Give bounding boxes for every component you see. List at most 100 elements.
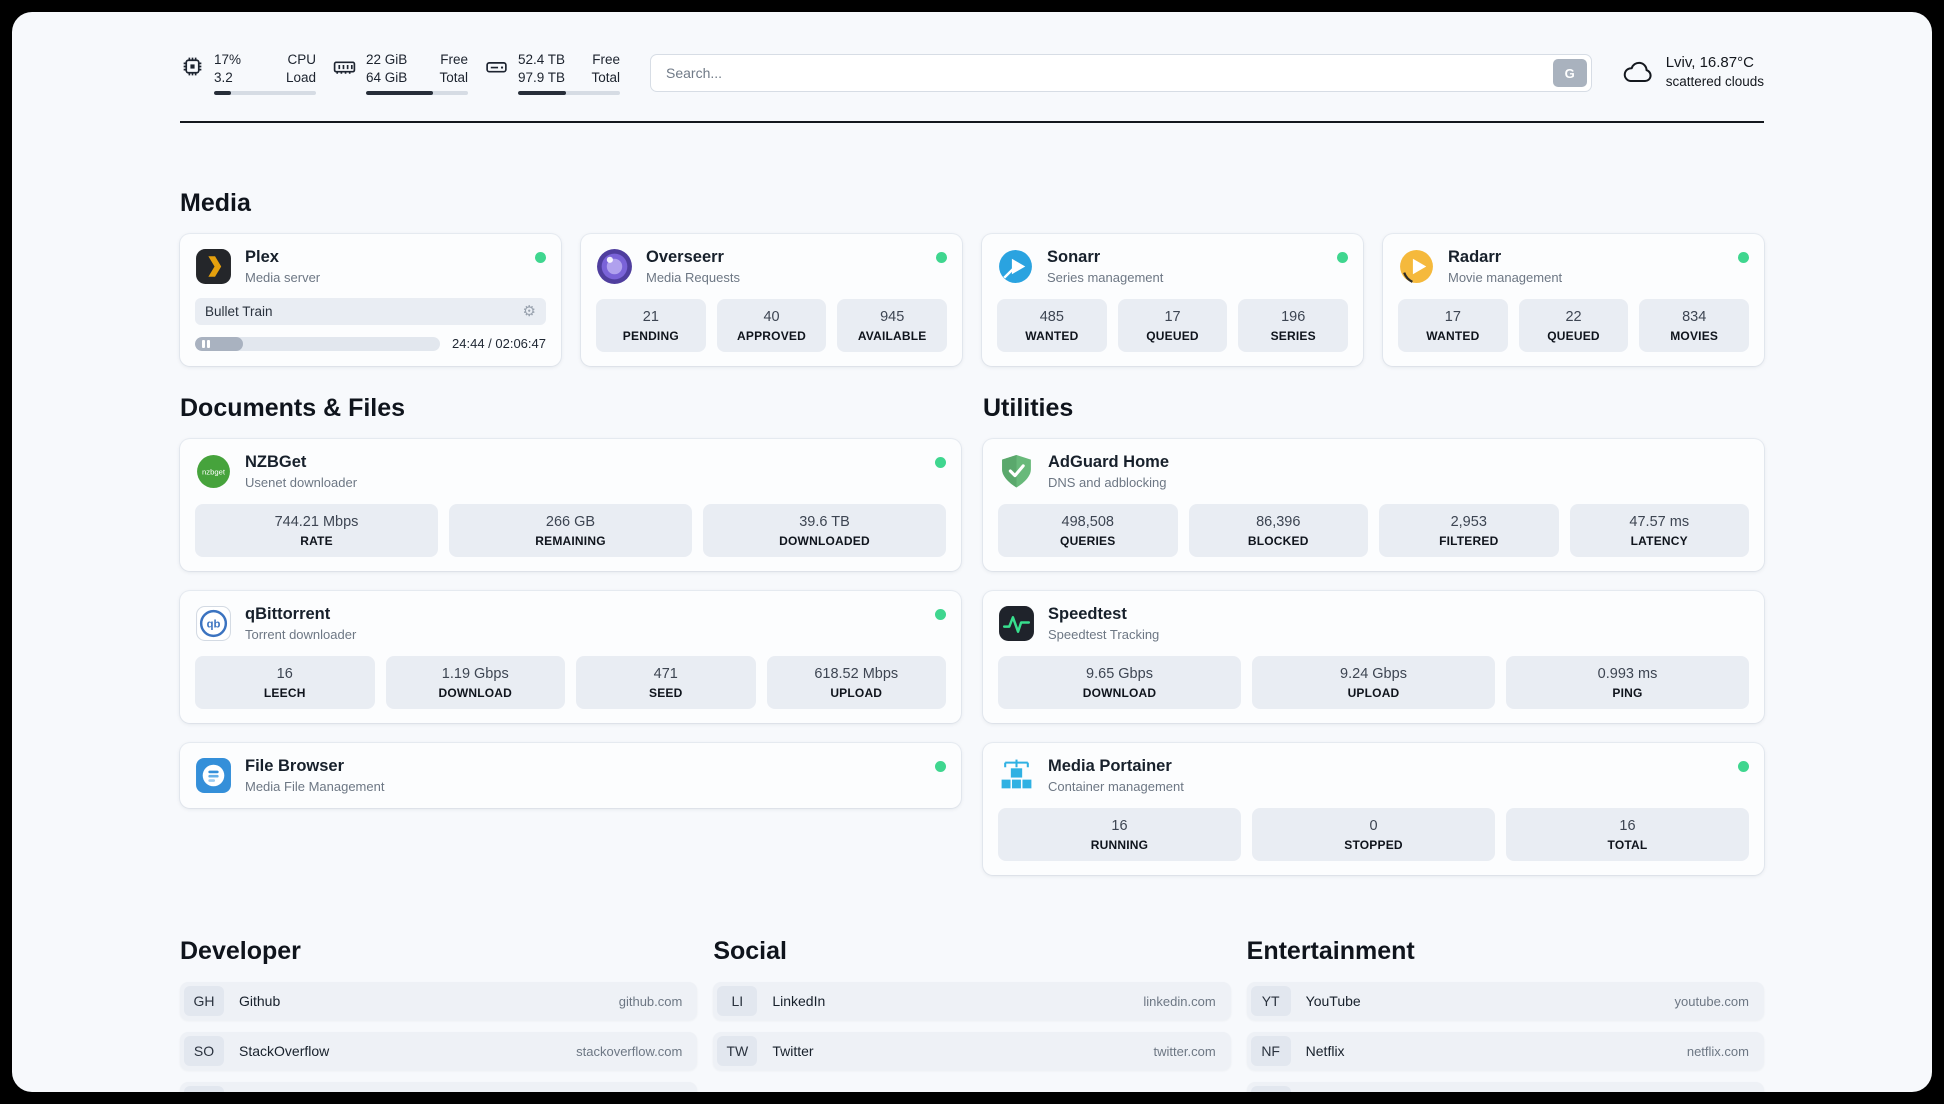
adguard-shield-icon	[1002, 455, 1031, 488]
sonarr-card[interactable]: Sonarr Series management 485 WANTED 17 Q…	[982, 234, 1363, 366]
ram-value: 22 GiB	[366, 52, 408, 67]
weather-condition: scattered clouds	[1665, 74, 1764, 89]
stat-blocked: 86,396 BLOCKED	[1188, 504, 1368, 557]
plex-card[interactable]: Plex Media server Bullet Train ⚙ 24:44 /…	[180, 234, 561, 366]
filebrowser-card[interactable]: File Browser Media File Management	[180, 743, 961, 808]
stat-total: 16 TOTAL	[1506, 808, 1749, 861]
stat-queued: 22 QUEUED	[1518, 299, 1629, 352]
stat-leech: 16 LEECH	[195, 656, 375, 709]
cpu-label-bottom: Load	[285, 70, 316, 85]
portainer-card[interactable]: Media Portainer Container management 16 …	[983, 743, 1764, 875]
bookmark-dev[interactable]: DT DEV dev.to	[180, 1082, 698, 1092]
bookmark-linkedin[interactable]: LI LinkedIn linkedin.com	[713, 982, 1231, 1020]
top-bar: 17% 3.2 CPU Load 22 GiB	[180, 12, 1764, 95]
section-title-social: Social	[713, 937, 787, 965]
status-dot	[935, 457, 946, 468]
stat-wanted: 17 WANTED	[1398, 299, 1508, 352]
disk-progress-bar	[518, 91, 620, 95]
ram-widget: 22 GiB 64 GiB Free Total	[332, 52, 468, 95]
ram-sub: 64 GiB	[366, 70, 408, 85]
playback-progress-bar[interactable]	[195, 336, 441, 351]
adguard-card[interactable]: AdGuard Home DNS and adblocking 498,508 …	[983, 439, 1764, 571]
app-subtitle: Speedtest Tracking	[1048, 627, 1160, 642]
weather-location: Lviv, 16.87°C	[1665, 54, 1754, 71]
weather-widget: Lviv, 16.87°C scattered clouds	[1620, 54, 1764, 89]
app-name: Sonarr	[1047, 248, 1101, 266]
now-playing-title: Bullet Train	[205, 304, 273, 319]
cpu-sub: 3.2	[214, 70, 233, 85]
app-name: qBittorrent	[245, 605, 331, 623]
stat-latency: 47.57 ms LATENCY	[1569, 504, 1749, 557]
cpu-progress-bar	[214, 91, 316, 95]
stat-wanted: 485 WANTED	[997, 299, 1107, 352]
stat-pending: 21 PENDING	[596, 299, 706, 352]
overseerr-icon	[597, 249, 632, 284]
portainer-icon	[1001, 759, 1032, 789]
disk-value: 52.4 TB	[518, 52, 566, 67]
app-name: Radarr	[1448, 248, 1502, 266]
radarr-card[interactable]: Radarr Movie management 17 WANTED 22 QUE…	[1383, 234, 1764, 366]
plex-icon	[196, 249, 231, 284]
stat-ping: 0.993 ms PING	[1506, 656, 1749, 709]
speedtest-card[interactable]: Speedtest Speedtest Tracking 9.65 Gbps D…	[983, 591, 1764, 723]
app-name: Plex	[245, 248, 279, 266]
cpu-label-top: CPU	[287, 52, 316, 67]
search-bar: G	[650, 54, 1592, 92]
bookmark-youtube[interactable]: YT YouTube youtube.com	[1246, 982, 1764, 1020]
status-dot	[535, 252, 546, 263]
overseerr-card[interactable]: Overseerr Media Requests 21 PENDING 40 A…	[581, 234, 962, 366]
bookmark-stackoverflow[interactable]: SO StackOverflow stackoverflow.com	[180, 1032, 698, 1070]
status-dot	[935, 761, 946, 772]
app-subtitle: Movie management	[1448, 270, 1563, 285]
qbittorrent-card[interactable]: qb qBittorrent Torrent downloader 16 LEE…	[180, 591, 961, 723]
app-subtitle: DNS and adblocking	[1048, 475, 1167, 490]
ram-progress-bar	[366, 91, 468, 95]
developer-bookmarks: Developer GH Github github.com SO StackO…	[180, 937, 698, 1092]
app-subtitle: Media File Management	[245, 779, 385, 794]
status-dot	[1337, 252, 1348, 263]
stat-movies: 834 MOVIES	[1639, 299, 1750, 352]
nzbget-card[interactable]: nzbget NZBGet Usenet downloader 744.21 M…	[180, 439, 961, 571]
app-subtitle: Container management	[1048, 779, 1184, 794]
section-title-media: Media	[180, 189, 251, 217]
search-engine-button[interactable]: G	[1552, 59, 1587, 87]
nzbget-icon: nzbget	[197, 455, 230, 488]
app-subtitle: Media Requests	[646, 270, 740, 285]
disk-widget: 52.4 TB 97.9 TB Free Total	[484, 52, 620, 95]
qbittorrent-icon: qb	[196, 606, 231, 641]
search-input[interactable]	[650, 54, 1592, 92]
bookmark-reddit[interactable]: RE Reddit reddit.com	[1246, 1082, 1764, 1092]
app-subtitle: Media server	[245, 270, 321, 285]
ram-label-bottom: Total	[439, 70, 468, 85]
bookmark-netflix[interactable]: NF Netflix netflix.com	[1246, 1032, 1764, 1070]
header-divider	[180, 121, 1764, 123]
app-subtitle: Usenet downloader	[245, 475, 358, 490]
section-title-developer: Developer	[180, 937, 301, 965]
stat-downloaded: 39.6 TB DOWNLOADED	[703, 504, 946, 557]
bookmark-badge: YT	[1250, 986, 1291, 1016]
stat-upload: 618.52 Mbps UPLOAD	[766, 656, 946, 709]
bookmark-github[interactable]: GH Github github.com	[180, 982, 698, 1020]
stat-upload: 9.24 Gbps UPLOAD	[1252, 656, 1495, 709]
disk-sub: 97.9 TB	[518, 70, 566, 85]
stat-queries: 498,508 QUERIES	[998, 504, 1178, 557]
stat-queued: 17 QUEUED	[1117, 299, 1228, 352]
cpu-value: 17%	[214, 52, 242, 67]
cpu-widget: 17% 3.2 CPU Load	[180, 52, 316, 95]
app-subtitle: Torrent downloader	[245, 627, 357, 642]
pause-icon	[202, 339, 205, 348]
stat-filtered: 2,953 FILTERED	[1379, 504, 1559, 557]
bookmark-twitter[interactable]: TW Twitter twitter.com	[713, 1032, 1231, 1070]
status-dot	[935, 609, 946, 620]
app-name: Speedtest	[1048, 605, 1127, 623]
bookmark-badge: NF	[1250, 1036, 1291, 1066]
gear-icon[interactable]: ⚙	[522, 303, 536, 320]
svg-text:qb: qb	[207, 619, 221, 631]
bookmark-badge: GH	[184, 986, 224, 1016]
utilities-column: Utilities AdGuard Home DNS and adblockin…	[983, 394, 1764, 875]
section-title-utilities: Utilities	[983, 394, 1074, 422]
stat-download: 9.65 Gbps DOWNLOAD	[998, 656, 1241, 709]
filebrowser-icon	[196, 758, 231, 793]
cpu-chip-icon	[183, 57, 202, 76]
sonarr-icon	[999, 250, 1032, 283]
